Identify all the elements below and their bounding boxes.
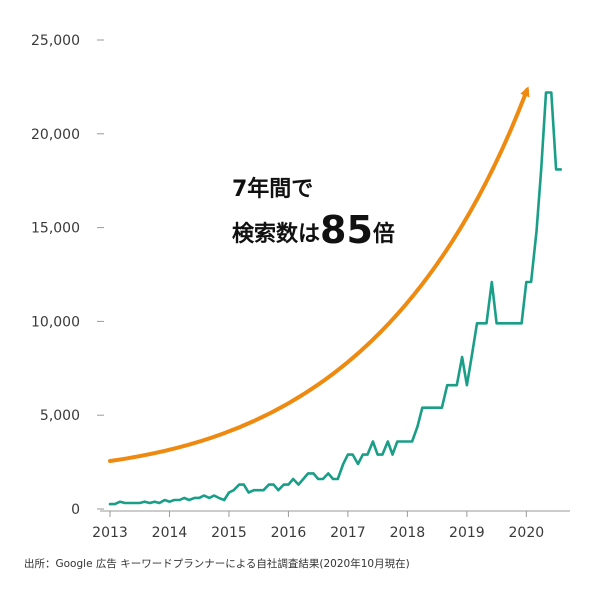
x-tick-label: 2013 bbox=[92, 525, 128, 541]
y-tick-label: 10,000 bbox=[31, 314, 80, 330]
y-tick-label: 15,000 bbox=[31, 221, 80, 237]
source-note: 出所：Google 広告 キーワードプランナーによる自社調査結果(2020年10… bbox=[24, 558, 410, 570]
x-axis-ticks: 2013 2014 2015 2016 2017 2018 2019 2020 bbox=[92, 511, 544, 541]
y-tick-label: 0 bbox=[71, 502, 80, 518]
annotation-line1: 7年間で bbox=[232, 176, 313, 202]
series-group bbox=[108, 91, 563, 506]
x-tick-label: 2017 bbox=[330, 525, 366, 541]
y-axis-ticks: 0 5,000 10,000 15,000 20,000 25,000 bbox=[31, 33, 104, 518]
y-tick-label: 5,000 bbox=[40, 408, 80, 424]
annotation-number: 85 bbox=[320, 208, 373, 252]
y-tick-label: 25,000 bbox=[31, 33, 80, 49]
x-tick-label: 2016 bbox=[271, 525, 307, 541]
x-tick-label: 2014 bbox=[152, 525, 188, 541]
series-line bbox=[108, 91, 563, 506]
growth-arrow bbox=[108, 86, 530, 463]
annotation-line2: 検索数は85倍 bbox=[232, 208, 395, 252]
x-tick-label: 2019 bbox=[449, 525, 485, 541]
y-tick-label: 20,000 bbox=[31, 127, 80, 143]
x-tick-label: 2020 bbox=[509, 525, 545, 541]
annotation-suffix: 倍 bbox=[373, 221, 395, 247]
x-tick-label: 2018 bbox=[390, 525, 426, 541]
annotation-prefix: 検索数は bbox=[232, 221, 320, 247]
x-tick-label: 2015 bbox=[211, 525, 247, 541]
